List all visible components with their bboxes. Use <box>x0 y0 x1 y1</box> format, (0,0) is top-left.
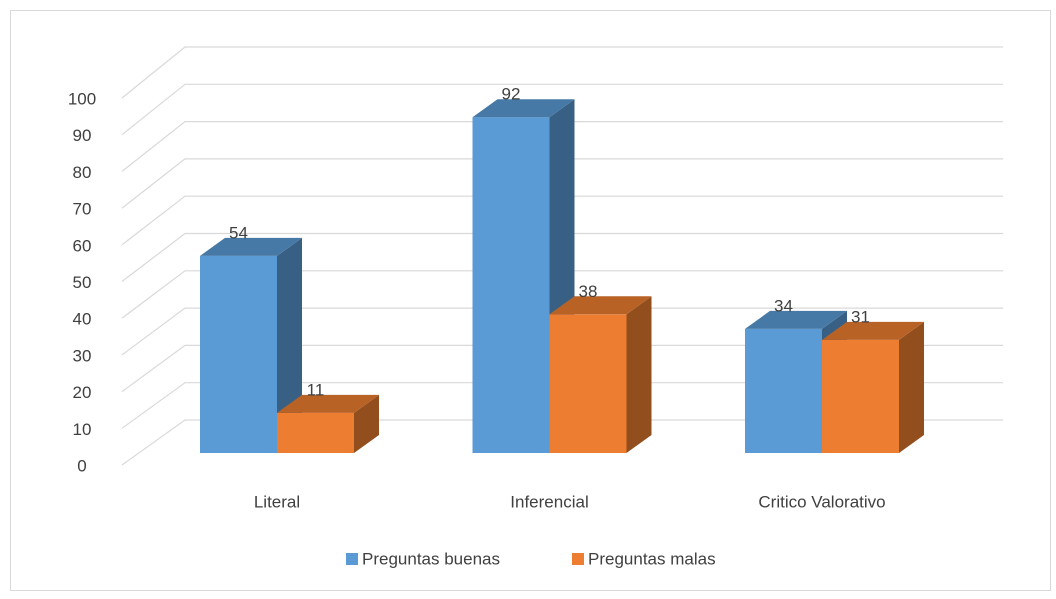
bar-front <box>822 339 899 453</box>
y-tick-label: 100 <box>68 89 96 108</box>
grid-line <box>121 419 1003 466</box>
grid-line <box>121 270 1003 319</box>
bar-front <box>745 328 822 453</box>
y-tick-label: 0 <box>77 456 86 475</box>
grid-line <box>121 83 1003 136</box>
bar-side <box>626 296 652 453</box>
data-label: 11 <box>307 380 325 399</box>
y-tick-label: 40 <box>73 310 92 329</box>
y-tick-label: 10 <box>73 420 92 439</box>
y-tick-label: 80 <box>73 163 92 182</box>
bar-top <box>277 394 379 413</box>
data-label: 38 <box>579 282 598 301</box>
x-tick-label: Literal <box>254 492 300 511</box>
bar-side <box>277 237 302 453</box>
legend-label: Preguntas buenas <box>362 549 500 568</box>
data-label: 92 <box>502 85 521 104</box>
x-tick-label: Critico Valorativo <box>758 492 885 511</box>
grid-line <box>121 46 1003 99</box>
y-tick-label: 50 <box>73 273 92 292</box>
bar-front <box>200 255 277 453</box>
grid-line <box>121 195 1003 246</box>
bar-top <box>822 321 924 340</box>
bar-side <box>354 394 379 453</box>
grid-line <box>121 158 1003 209</box>
y-tick-label: 60 <box>73 236 92 255</box>
bar-front <box>472 117 550 453</box>
bar-top <box>200 237 302 256</box>
legend-swatch <box>346 553 358 565</box>
grid-line <box>121 307 1003 356</box>
data-label: 54 <box>229 223 248 242</box>
grid-line <box>121 382 1003 429</box>
bar-front <box>277 412 354 453</box>
y-tick-label: 30 <box>73 346 92 365</box>
bar-side <box>899 321 924 453</box>
bar-top <box>745 310 847 329</box>
x-tick-label: Inferencial <box>510 492 588 511</box>
y-tick-label: 20 <box>73 383 92 402</box>
data-label: 34 <box>774 296 793 315</box>
y-tick-label: 90 <box>73 126 92 145</box>
y-tick-label: 70 <box>73 200 92 219</box>
bar-top <box>472 99 575 118</box>
legend-swatch <box>572 553 584 565</box>
grid-line <box>121 344 1003 393</box>
bar-top <box>549 296 652 315</box>
bar-front <box>549 314 627 453</box>
legend-label: Preguntas malas <box>588 549 716 568</box>
grid-line <box>121 120 1003 172</box>
data-label: 31 <box>851 307 870 326</box>
grid-line <box>121 232 1003 282</box>
